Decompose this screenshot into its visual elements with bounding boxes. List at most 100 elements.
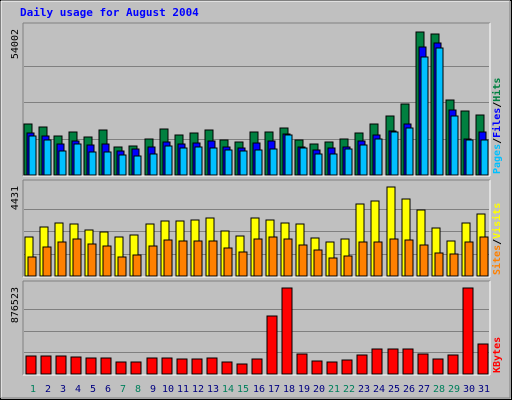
x-label-day-18: 18 bbox=[283, 384, 295, 395]
bar-sites-day-3 bbox=[57, 241, 67, 277]
bar-kbytes-day-18 bbox=[281, 287, 293, 375]
bar-pages-day-1 bbox=[28, 135, 37, 176]
x-label-day-16: 16 bbox=[253, 384, 265, 395]
bar-sites-day-15 bbox=[238, 251, 248, 277]
bar-sites-day-17 bbox=[268, 236, 278, 277]
bar-sites-day-8 bbox=[132, 254, 142, 277]
x-label-day-1: 1 bbox=[30, 384, 36, 395]
bar-pages-day-17 bbox=[269, 148, 278, 176]
bar-sites-day-6 bbox=[102, 245, 112, 277]
bar-kbytes-day-20 bbox=[311, 360, 323, 375]
bar-kbytes-day-11 bbox=[176, 358, 188, 375]
bar-pages-day-29 bbox=[450, 115, 459, 176]
bar-pages-day-3 bbox=[58, 150, 67, 176]
x-label-day-2: 2 bbox=[45, 384, 51, 395]
bar-kbytes-day-21 bbox=[326, 361, 338, 375]
x-label-day-4: 4 bbox=[75, 384, 81, 395]
bar-sites-day-5 bbox=[87, 243, 97, 277]
x-label-day-13: 13 bbox=[207, 384, 219, 395]
bar-sites-day-22 bbox=[343, 255, 353, 277]
bar-pages-day-21 bbox=[329, 153, 338, 176]
series-legend: KBytes bbox=[492, 337, 503, 373]
bar-sites-day-18 bbox=[283, 238, 293, 277]
bar-pages-day-10 bbox=[164, 145, 173, 176]
bar-sites-day-10 bbox=[163, 239, 173, 277]
bar-pages-day-15 bbox=[239, 150, 248, 176]
bar-pages-day-18 bbox=[284, 134, 293, 176]
bar-pages-day-20 bbox=[314, 153, 323, 176]
x-label-day-3: 3 bbox=[60, 384, 66, 395]
bar-kbytes-day-23 bbox=[356, 354, 368, 375]
bar-pages-day-28 bbox=[435, 47, 444, 176]
bar-kbytes-day-26 bbox=[402, 348, 414, 375]
bar-sites-day-7 bbox=[117, 256, 127, 277]
bar-kbytes-day-15 bbox=[236, 363, 248, 375]
bar-pages-day-22 bbox=[344, 148, 353, 176]
x-axis-labels: 1 2 3 4 5 6 7 8 9 10 11 12 13 14 15 16 17 18 19 20 21 22 23 24 2… bbox=[30, 384, 490, 395]
x-label-day-27: 27 bbox=[418, 384, 430, 395]
bar-pages-day-30 bbox=[465, 139, 474, 176]
x-label-day-8: 8 bbox=[135, 384, 141, 395]
chart-panels: 54002Pages/Files/Hits4431Sites/Visits876… bbox=[10, 22, 503, 376]
bar-pages-day-9 bbox=[149, 153, 158, 176]
bar-pages-day-31 bbox=[480, 139, 489, 176]
chart-title: Daily usage for August 2004 bbox=[20, 6, 199, 19]
bar-kbytes-day-25 bbox=[387, 348, 399, 375]
x-label-day-25: 25 bbox=[388, 384, 400, 395]
bar-sites-day-28 bbox=[434, 252, 444, 277]
bar-kbytes-day-27 bbox=[417, 353, 429, 375]
bar-pages-day-7 bbox=[118, 154, 127, 176]
bar-sites-day-27 bbox=[419, 244, 429, 277]
x-label-day-24: 24 bbox=[373, 384, 385, 395]
x-label-day-17: 17 bbox=[268, 384, 280, 395]
x-label-day-29: 29 bbox=[448, 384, 460, 395]
bar-kbytes-day-1 bbox=[25, 355, 37, 375]
bar-sites-day-9 bbox=[148, 245, 158, 277]
bar-kbytes-day-14 bbox=[221, 361, 233, 375]
legend-sep: / bbox=[492, 102, 503, 108]
bar-pages-day-26 bbox=[405, 127, 414, 176]
bar-sites-day-29 bbox=[449, 253, 459, 277]
bar-kbytes-day-8 bbox=[130, 361, 142, 375]
bar-pages-day-11 bbox=[179, 147, 188, 176]
x-label-day-28: 28 bbox=[433, 384, 445, 395]
bar-pages-day-19 bbox=[299, 147, 308, 176]
bar-pages-day-23 bbox=[359, 144, 368, 176]
bar-pages-day-25 bbox=[390, 131, 399, 176]
series-legend: Pages/Files/Hits bbox=[491, 78, 503, 174]
x-label-day-5: 5 bbox=[90, 384, 96, 395]
bar-kbytes-day-31 bbox=[477, 343, 489, 375]
bar-kbytes-day-3 bbox=[55, 355, 67, 375]
x-label-day-15: 15 bbox=[237, 384, 249, 395]
bar-sites-day-21 bbox=[328, 257, 338, 277]
bar-kbytes-day-22 bbox=[341, 359, 353, 375]
bar-kbytes-day-24 bbox=[371, 348, 383, 375]
bar-kbytes-day-7 bbox=[115, 361, 127, 375]
legend-pages: Pages bbox=[492, 144, 503, 174]
bar-kbytes-day-12 bbox=[191, 358, 203, 375]
bar-pages-day-24 bbox=[374, 138, 383, 176]
bar-pages-day-27 bbox=[420, 56, 429, 176]
legend-sites: Sites bbox=[491, 245, 503, 275]
bar-sites-day-23 bbox=[358, 241, 368, 277]
bar-pages-day-8 bbox=[133, 155, 142, 176]
bar-sites-day-13 bbox=[208, 240, 218, 277]
bar-kbytes-day-5 bbox=[85, 357, 97, 375]
bar-kbytes-day-16 bbox=[251, 358, 263, 375]
bar-pages-day-2 bbox=[43, 139, 52, 176]
series-kbytes bbox=[25, 287, 489, 375]
x-label-day-20: 20 bbox=[313, 384, 325, 395]
bar-kbytes-day-4 bbox=[70, 356, 82, 375]
x-label-day-23: 23 bbox=[358, 384, 370, 395]
bar-sites-day-30 bbox=[464, 241, 474, 277]
bar-pages-day-13 bbox=[209, 147, 218, 176]
series-sites bbox=[27, 236, 489, 277]
legend-files: Files bbox=[491, 108, 503, 138]
bar-kbytes-day-17 bbox=[266, 315, 278, 375]
x-label-day-31: 31 bbox=[478, 384, 490, 395]
x-label-day-21: 21 bbox=[328, 384, 340, 395]
x-label-day-14: 14 bbox=[222, 384, 234, 395]
